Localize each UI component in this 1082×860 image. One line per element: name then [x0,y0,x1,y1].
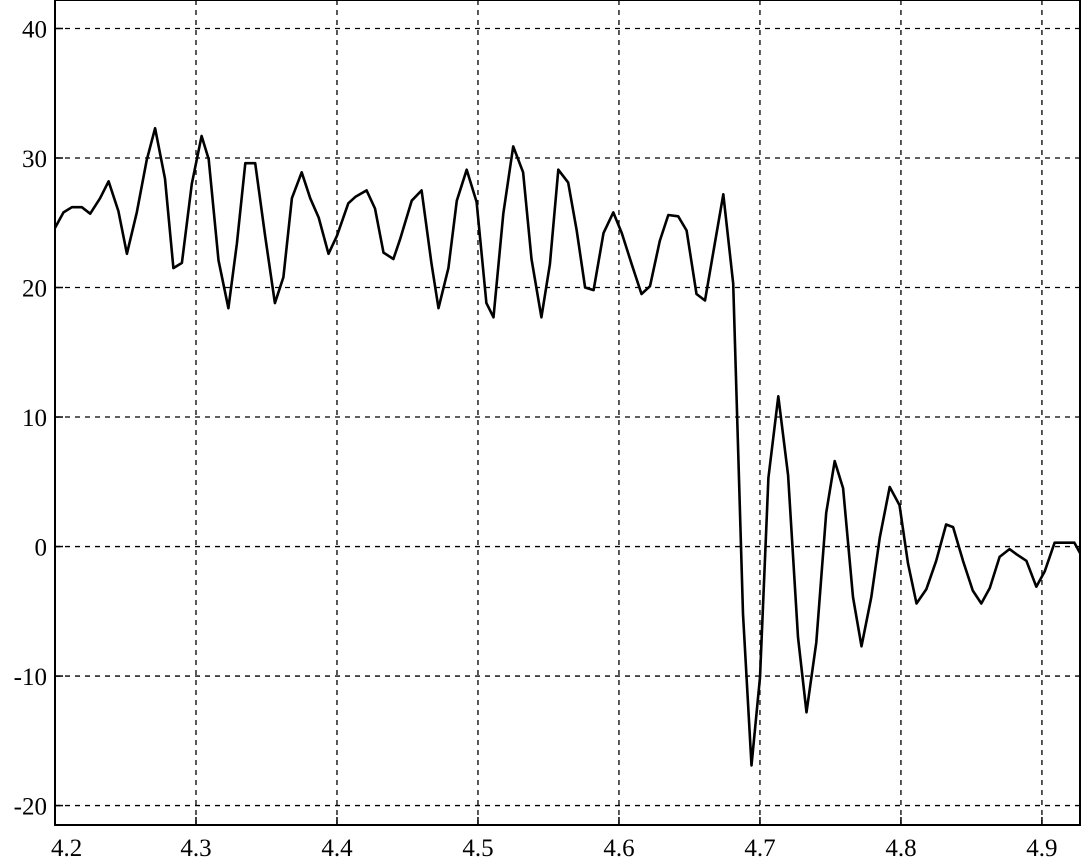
x-tick-label: 4.5 [462,835,493,860]
x-tick-label: 4.3 [180,835,211,860]
x-tick-label: 4.9 [1026,835,1057,860]
y-tick-label: 20 [22,276,47,303]
grid [54,0,1080,825]
y-tick-label: 0 [35,535,48,562]
y-tick-label: 10 [22,405,47,432]
y-tick-label: -20 [14,794,47,821]
x-tick-label: 4.7 [744,835,775,860]
x-tick-label: 4.8 [885,835,916,860]
y-tick-label: 40 [22,16,47,43]
plot-frame [54,0,1081,826]
tick-labels: 4.2 4.3 4.4 4.5 4.6 4.7 4.8 4.9 40 30 20 10 0 -10 -20 [14,16,1058,860]
x-tick-label: 4.6 [603,835,634,860]
data-points [54,128,1081,766]
y-tick-label: -10 [14,664,47,691]
series-line [53,126,1082,767]
x-tick-label: 4.4 [321,835,353,860]
x-tick-label: 4.2 [51,835,82,860]
y-tick-label: 30 [22,146,47,173]
